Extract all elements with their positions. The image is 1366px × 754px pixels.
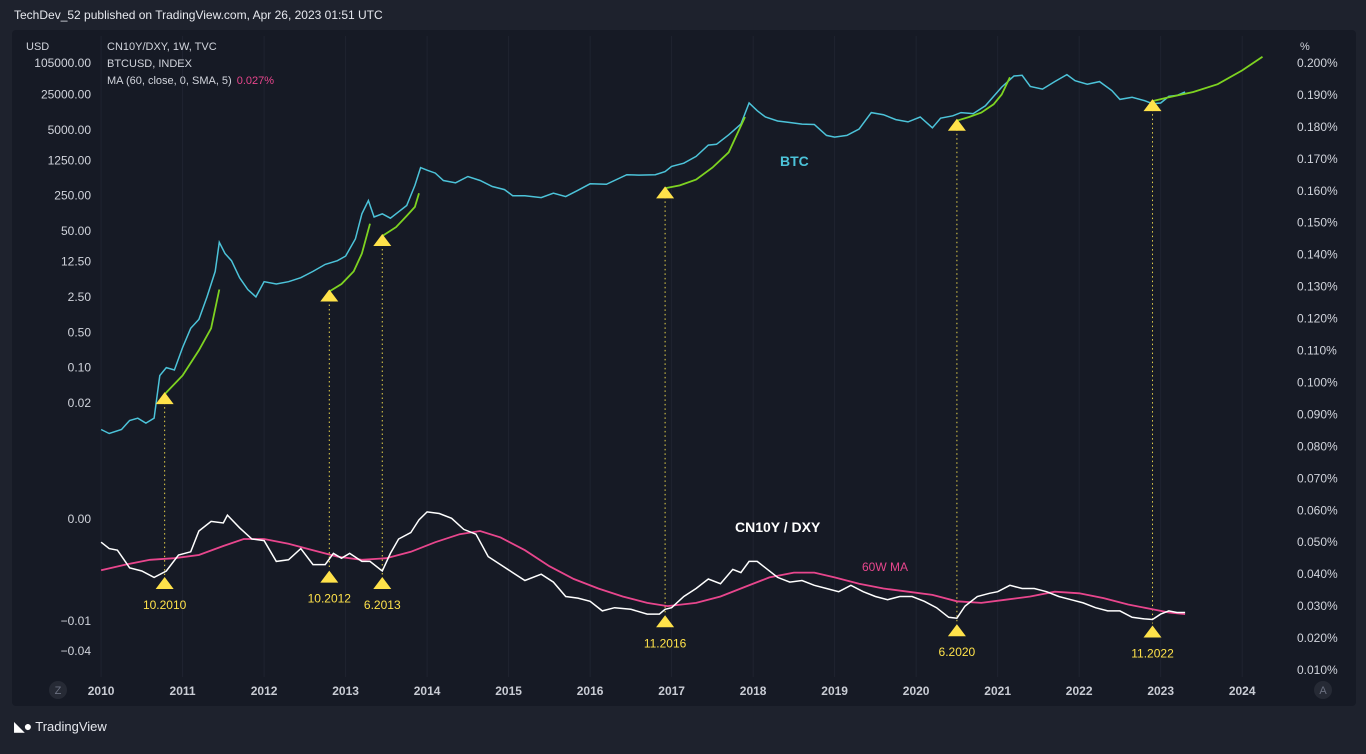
- footer: ◣● TradingView: [0, 706, 1366, 754]
- tradingview-brand: TradingView: [35, 718, 107, 734]
- publish-header: TechDev_52 published on TradingView.com,…: [0, 0, 1366, 30]
- publish-line: TechDev_52 published on TradingView.com,…: [14, 8, 383, 22]
- chart-panel[interactable]: [12, 30, 1356, 706]
- tradingview-logo-icon: ◣●: [14, 717, 32, 734]
- tradingview-logo[interactable]: ◣● TradingView: [14, 716, 107, 736]
